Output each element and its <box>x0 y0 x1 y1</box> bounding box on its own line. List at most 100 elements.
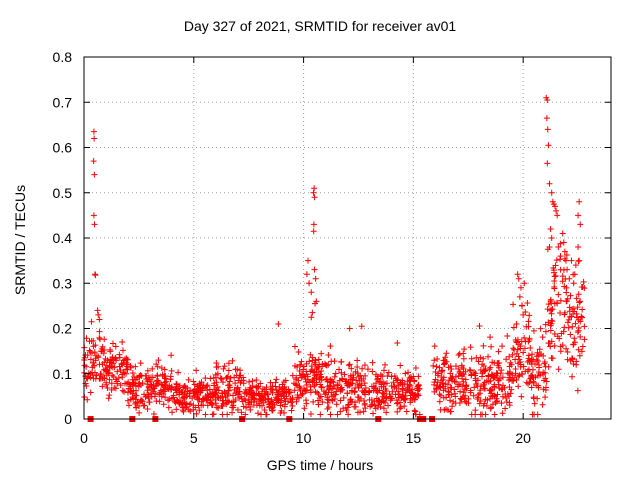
data-point <box>137 360 144 367</box>
data-point <box>575 324 582 331</box>
data-point <box>361 400 368 407</box>
data-point <box>462 382 469 389</box>
data-point <box>157 387 164 394</box>
data-point <box>357 409 364 416</box>
data-point <box>304 257 311 264</box>
data-point <box>494 391 501 398</box>
data-point <box>577 333 584 340</box>
data-point <box>198 379 205 386</box>
data-point <box>194 382 201 389</box>
data-point <box>210 411 217 418</box>
data-point <box>510 345 517 352</box>
data-point <box>297 361 304 368</box>
data-point <box>435 370 442 377</box>
data-point <box>453 379 460 386</box>
data-point <box>301 405 308 412</box>
y-tick-label: 0.4 <box>53 230 73 246</box>
data-point <box>96 328 103 335</box>
data-point <box>214 370 221 377</box>
data-point <box>179 395 186 402</box>
data-point <box>214 384 221 391</box>
data-point <box>484 397 491 404</box>
data-point <box>477 383 484 390</box>
data-point <box>261 406 268 413</box>
data-point <box>529 351 536 358</box>
data-point <box>220 379 227 386</box>
data-point <box>246 378 253 385</box>
data-point <box>380 405 387 412</box>
data-point <box>552 272 559 279</box>
data-point <box>165 404 172 411</box>
data-point <box>544 160 551 167</box>
data-point <box>298 374 305 381</box>
data-point <box>338 384 345 391</box>
data-point <box>517 359 524 366</box>
data-point <box>311 185 318 192</box>
data-point <box>434 356 441 363</box>
data-point <box>346 325 353 332</box>
data-point <box>364 366 371 373</box>
data-point <box>241 390 248 397</box>
data-point <box>87 356 94 363</box>
data-point <box>170 392 177 399</box>
data-point <box>307 383 314 390</box>
data-point <box>261 392 268 399</box>
data-point <box>385 402 392 409</box>
data-point <box>112 385 119 392</box>
data-point <box>237 367 244 374</box>
data-point <box>349 398 356 405</box>
data-point <box>310 221 317 228</box>
data-point <box>358 323 365 330</box>
data-point <box>544 126 551 133</box>
data-point <box>447 370 454 377</box>
data-point <box>90 158 97 165</box>
data-point <box>460 355 467 362</box>
data-point <box>362 405 369 412</box>
data-point <box>96 336 103 343</box>
data-point <box>217 375 224 382</box>
data-point <box>580 278 587 285</box>
data-point <box>218 403 225 410</box>
data-point <box>397 404 404 411</box>
data-point <box>555 291 562 298</box>
data-point <box>467 344 474 351</box>
data-point <box>223 401 230 408</box>
data-point <box>408 389 415 396</box>
data-point <box>126 402 133 409</box>
data-point <box>411 378 418 385</box>
data-point <box>382 395 389 402</box>
data-point <box>243 404 250 411</box>
data-point <box>394 408 401 415</box>
data-point <box>193 367 200 374</box>
data-point <box>569 323 576 330</box>
data-point <box>551 342 558 349</box>
data-point <box>575 212 582 219</box>
data-point <box>573 358 580 365</box>
data-point <box>90 343 97 350</box>
data-point <box>278 393 285 400</box>
data-point <box>399 393 406 400</box>
data-point <box>337 397 344 404</box>
data-point <box>242 397 249 404</box>
data-point <box>502 405 509 412</box>
data-point <box>322 389 329 396</box>
data-point <box>105 395 112 402</box>
data-point <box>109 372 116 379</box>
data-point <box>573 295 580 302</box>
data-point <box>576 257 583 264</box>
data-point <box>104 385 111 392</box>
data-point <box>129 370 136 377</box>
data-point <box>313 298 320 305</box>
data-point <box>345 411 352 418</box>
data-point <box>109 354 116 361</box>
data-point <box>525 338 532 345</box>
data-point <box>397 399 404 406</box>
data-point <box>462 398 469 405</box>
data-point <box>545 319 552 326</box>
data-point <box>382 399 389 406</box>
data-point <box>238 395 245 402</box>
data-point <box>361 397 368 404</box>
data-point <box>390 379 397 386</box>
data-point <box>88 350 95 357</box>
data-point <box>371 384 378 391</box>
